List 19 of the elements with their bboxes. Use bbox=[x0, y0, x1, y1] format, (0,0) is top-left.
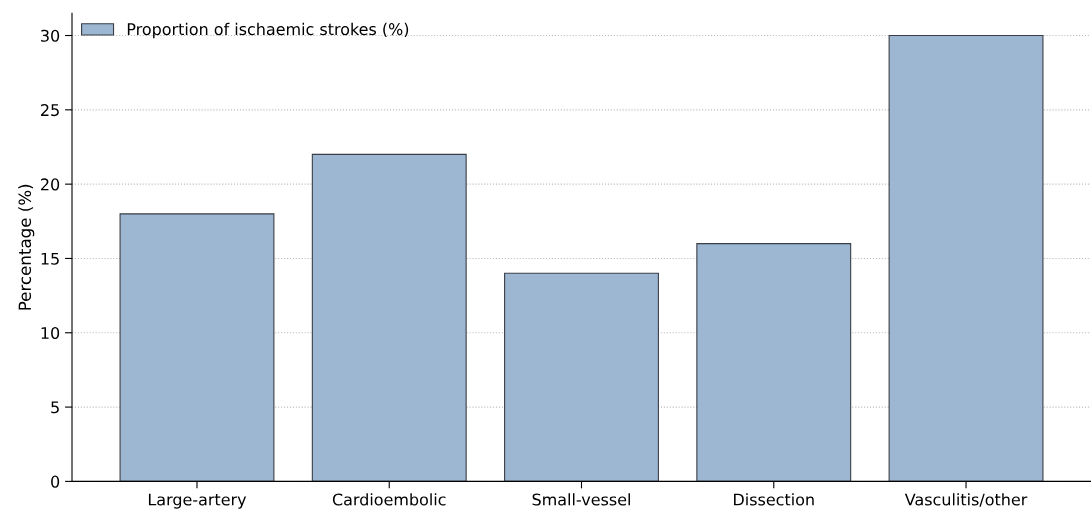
x-tick-label: Vasculitis/other bbox=[904, 493, 1028, 507]
legend-label: Proportion of ischaemic strokes (%) bbox=[127, 22, 409, 39]
bar bbox=[696, 243, 852, 482]
bar bbox=[119, 213, 275, 482]
x-tick-label: Cardioembolic bbox=[332, 493, 446, 506]
x-tick-label: Small-vessel bbox=[532, 493, 630, 506]
y-tick-label: 20 bbox=[41, 178, 60, 191]
bar bbox=[504, 272, 659, 482]
y-tick-label: 5 bbox=[51, 401, 59, 414]
y-axis-title: Percentage (%) bbox=[18, 184, 35, 310]
bar bbox=[888, 34, 1044, 482]
y-tick-label: 25 bbox=[41, 104, 59, 117]
bar bbox=[311, 153, 467, 482]
y-tick-label: 0 bbox=[51, 475, 60, 488]
y-tick-label: 10 bbox=[41, 326, 60, 340]
y-tick-label: 30 bbox=[41, 29, 60, 42]
y-tick-label: 15 bbox=[41, 252, 59, 265]
x-tick-label: Dissection bbox=[734, 493, 814, 506]
x-tick-label: Large-artery bbox=[148, 493, 247, 509]
